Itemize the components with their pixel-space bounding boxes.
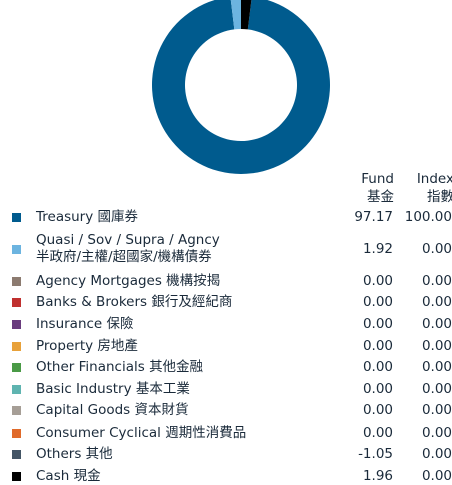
legend-row: Treasury 國庫券 97.17 100.00: [0, 209, 452, 226]
fund-value: 0.00: [362, 358, 393, 375]
donut-slice: [241, 0, 252, 30]
category-label: Others 其他: [36, 445, 113, 462]
fund-value: 0.00: [362, 337, 393, 354]
legend-row: Quasi / Sov / Supra / Agncy 半政府/主權/超國家/機…: [0, 232, 452, 266]
index-value: 0.00: [421, 380, 452, 397]
column-header: 基金: [367, 189, 394, 205]
category-label: Capital Goods 資本財貨: [36, 401, 189, 418]
legend-swatch: [12, 405, 21, 415]
column-header: Index: [416, 171, 452, 187]
donut-chart: [152, 0, 330, 174]
legend-row: Cash 現金 1.96 0.00: [0, 468, 452, 485]
legend-row: Consumer Cyclical 週期性消費品 0.00 0.00: [0, 425, 452, 442]
index-value: 0.00: [421, 445, 452, 462]
legend-row: Insurance 保險 0.00 0.00: [0, 316, 452, 333]
fund-value: 0.00: [362, 315, 393, 332]
legend-swatch: [12, 212, 21, 222]
category-label: Quasi / Sov / Supra / Agncy 半政府/主權/超國家/機…: [36, 232, 220, 265]
category-label: Property 房地產: [36, 337, 138, 354]
fund-value: 0.00: [362, 424, 393, 441]
category-label: Treasury 國庫券: [36, 208, 139, 225]
fund-value: 0.00: [362, 380, 393, 397]
legend-swatch: [12, 297, 21, 307]
legend-swatch: [12, 341, 21, 351]
legend-row: Property 房地產 0.00 0.00: [0, 338, 452, 355]
donut-slice: [230, 0, 241, 30]
fund-value: 0.00: [362, 293, 393, 310]
legend-row: Capital Goods 資本財貨 0.00 0.00: [0, 402, 452, 419]
legend-row: Banks & Brokers 銀行及經紀商 0.00 0.00: [0, 294, 452, 311]
legend-swatch: [12, 471, 21, 481]
index-value: 0.00: [421, 401, 452, 418]
legend-swatch: [12, 244, 21, 254]
fund-value: 0.00: [362, 272, 393, 289]
index-value: 0.00: [421, 337, 452, 354]
index-value: 0.00: [421, 358, 452, 375]
column-header: Fund: [361, 171, 394, 187]
fund-value: 97.17: [354, 208, 393, 225]
category-label: Insurance 保險: [36, 315, 134, 332]
category-label: Basic Industry 基本工業: [36, 380, 190, 397]
category-label: Consumer Cyclical 週期性消費品: [36, 424, 247, 441]
fund-value: 1.92: [362, 240, 393, 257]
fund-value: 1.96: [362, 467, 393, 484]
index-value: 0.00: [421, 467, 452, 484]
legend-row: Other Financials 其他金融 0.00 0.00: [0, 359, 452, 376]
legend-swatch: [12, 319, 21, 329]
index-value: 100.00: [404, 208, 452, 225]
legend-swatch: [12, 449, 21, 459]
legend-row: Agency Mortgages 機構按揭 0.00 0.00: [0, 273, 452, 290]
legend-swatch: [12, 428, 21, 438]
category-label: Agency Mortgages 機構按揭: [36, 272, 221, 289]
legend-swatch: [12, 276, 21, 286]
index-value: 0.00: [421, 293, 452, 310]
donut-slice: [152, 0, 330, 174]
index-value: 0.00: [421, 424, 452, 441]
index-value: 0.00: [421, 315, 452, 332]
legend-swatch: [12, 384, 21, 394]
category-label: Banks & Brokers 銀行及經紀商: [36, 293, 233, 310]
category-label: Cash 現金: [36, 467, 101, 484]
category-label: Other Financials 其他金融: [36, 358, 204, 375]
legend-row: Basic Industry 基本工業 0.00 0.00: [0, 381, 452, 398]
fund-value: -1.05: [358, 445, 393, 462]
legend-swatch: [12, 362, 21, 372]
legend-row: Others 其他 -1.05 0.00: [0, 446, 452, 463]
index-value: 0.00: [421, 240, 452, 257]
column-header: 指數: [427, 189, 452, 205]
fund-value: 0.00: [362, 401, 393, 418]
index-value: 0.00: [421, 272, 452, 289]
